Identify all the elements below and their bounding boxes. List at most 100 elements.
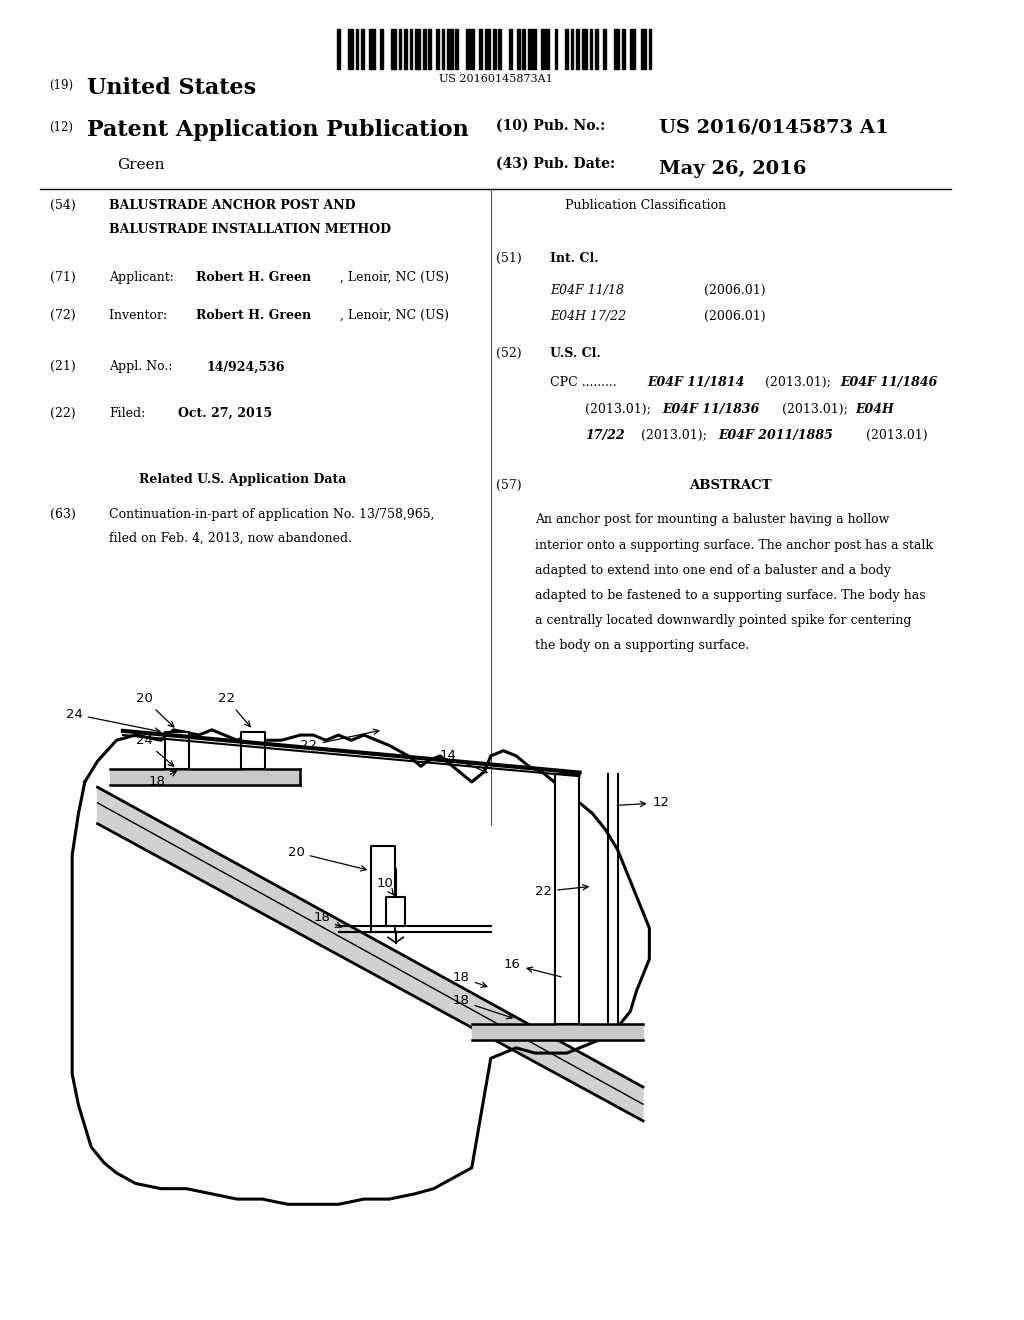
- Bar: [493, 29, 496, 69]
- Text: Filed:: Filed:: [109, 407, 145, 420]
- Text: (71): (71): [49, 271, 76, 284]
- Bar: [509, 29, 512, 69]
- Text: 14/924,536: 14/924,536: [206, 360, 285, 374]
- Bar: [613, 29, 620, 69]
- Text: a centrally located downwardly pointed spike for centering: a centrally located downwardly pointed s…: [536, 614, 911, 627]
- Text: E04H 17/22: E04H 17/22: [550, 310, 627, 323]
- Text: E04F 11/1836: E04F 11/1836: [663, 403, 760, 416]
- Bar: [590, 29, 592, 69]
- Bar: [555, 29, 557, 69]
- Text: (10) Pub. No.:: (10) Pub. No.:: [496, 119, 605, 133]
- Polygon shape: [386, 898, 406, 925]
- Bar: [337, 29, 340, 69]
- Bar: [649, 29, 651, 69]
- Bar: [542, 29, 549, 69]
- Text: adapted to be fastened to a supporting surface. The body has: adapted to be fastened to a supporting s…: [536, 589, 926, 602]
- Text: (2013.01);: (2013.01);: [585, 403, 654, 416]
- Bar: [404, 29, 407, 69]
- Text: Publication Classification: Publication Classification: [565, 199, 726, 213]
- Polygon shape: [165, 733, 188, 770]
- Bar: [582, 29, 587, 69]
- Bar: [456, 29, 458, 69]
- Text: (2006.01): (2006.01): [703, 284, 765, 297]
- Bar: [436, 29, 439, 69]
- Bar: [348, 29, 353, 69]
- Bar: [479, 29, 482, 69]
- Bar: [441, 29, 444, 69]
- Text: 22: 22: [536, 884, 588, 898]
- Text: E04F 11/1814: E04F 11/1814: [647, 376, 744, 389]
- Bar: [577, 29, 579, 69]
- Text: (12): (12): [49, 121, 74, 135]
- Text: 20: 20: [135, 692, 174, 727]
- Bar: [565, 29, 568, 69]
- Text: 18: 18: [453, 972, 486, 987]
- Text: Robert H. Green: Robert H. Green: [197, 271, 311, 284]
- Text: US 2016/0145873 A1: US 2016/0145873 A1: [659, 119, 889, 137]
- Bar: [410, 29, 413, 69]
- Bar: [484, 29, 490, 69]
- Text: (2006.01): (2006.01): [703, 310, 765, 323]
- Text: May 26, 2016: May 26, 2016: [659, 160, 807, 178]
- Text: (2013.01): (2013.01): [862, 429, 928, 442]
- Text: Patent Application Publication: Patent Application Publication: [87, 119, 469, 141]
- Text: 20: 20: [288, 846, 367, 871]
- Bar: [447, 29, 453, 69]
- Bar: [423, 29, 426, 69]
- Bar: [570, 29, 573, 69]
- Bar: [380, 29, 383, 69]
- Bar: [630, 29, 635, 69]
- Text: the body on a supporting surface.: the body on a supporting surface.: [536, 639, 750, 652]
- Bar: [595, 29, 598, 69]
- Bar: [391, 29, 396, 69]
- Text: United States: United States: [87, 77, 256, 99]
- Text: 18: 18: [313, 911, 341, 927]
- Text: 22: 22: [218, 692, 250, 726]
- Bar: [603, 29, 606, 69]
- Bar: [415, 29, 420, 69]
- Polygon shape: [371, 846, 395, 932]
- Text: (57): (57): [496, 479, 521, 492]
- Text: (2013.01);: (2013.01);: [761, 376, 835, 389]
- Text: , Lenoir, NC (US): , Lenoir, NC (US): [340, 309, 449, 322]
- Text: Continuation-in-part of application No. 13/758,965,: Continuation-in-part of application No. …: [109, 508, 434, 521]
- Bar: [522, 29, 525, 69]
- Text: 18: 18: [453, 994, 512, 1019]
- Text: Green: Green: [117, 158, 165, 173]
- Text: Appl. No.:: Appl. No.:: [109, 360, 176, 374]
- Text: Int. Cl.: Int. Cl.: [550, 252, 599, 265]
- Polygon shape: [97, 787, 643, 1121]
- Polygon shape: [555, 774, 579, 1024]
- Text: 14: 14: [440, 750, 487, 772]
- Text: filed on Feb. 4, 2013, now abandoned.: filed on Feb. 4, 2013, now abandoned.: [109, 532, 352, 545]
- Bar: [499, 29, 501, 69]
- Text: (2013.01);: (2013.01);: [637, 429, 711, 442]
- Polygon shape: [72, 730, 649, 1204]
- Bar: [355, 29, 358, 69]
- Text: adapted to extend into one end of a baluster and a body: adapted to extend into one end of a balu…: [536, 564, 891, 577]
- Text: US 20160145873A1: US 20160145873A1: [438, 74, 552, 84]
- Text: BALUSTRADE ANCHOR POST AND: BALUSTRADE ANCHOR POST AND: [109, 199, 355, 213]
- Text: E04H: E04H: [855, 403, 894, 416]
- Text: E04F 11/1846: E04F 11/1846: [841, 376, 938, 389]
- Text: , Lenoir, NC (US): , Lenoir, NC (US): [340, 271, 449, 284]
- Text: 16: 16: [504, 958, 561, 977]
- Polygon shape: [472, 1024, 643, 1040]
- Text: (43) Pub. Date:: (43) Pub. Date:: [496, 157, 614, 172]
- Text: (72): (72): [49, 309, 75, 322]
- Text: (52): (52): [496, 347, 521, 360]
- Text: CPC .........: CPC .........: [550, 376, 621, 389]
- Text: (22): (22): [49, 407, 75, 420]
- Text: (21): (21): [49, 360, 76, 374]
- Text: (51): (51): [496, 252, 521, 265]
- Text: An anchor post for mounting a baluster having a hollow: An anchor post for mounting a baluster h…: [536, 513, 890, 527]
- Bar: [370, 29, 375, 69]
- Text: Applicant:: Applicant:: [109, 271, 178, 284]
- Text: 22: 22: [300, 729, 379, 752]
- Text: 24: 24: [135, 734, 174, 766]
- Bar: [398, 29, 401, 69]
- Text: (54): (54): [49, 199, 76, 213]
- Text: (63): (63): [49, 508, 76, 521]
- Text: 24: 24: [66, 708, 160, 733]
- Bar: [527, 29, 536, 69]
